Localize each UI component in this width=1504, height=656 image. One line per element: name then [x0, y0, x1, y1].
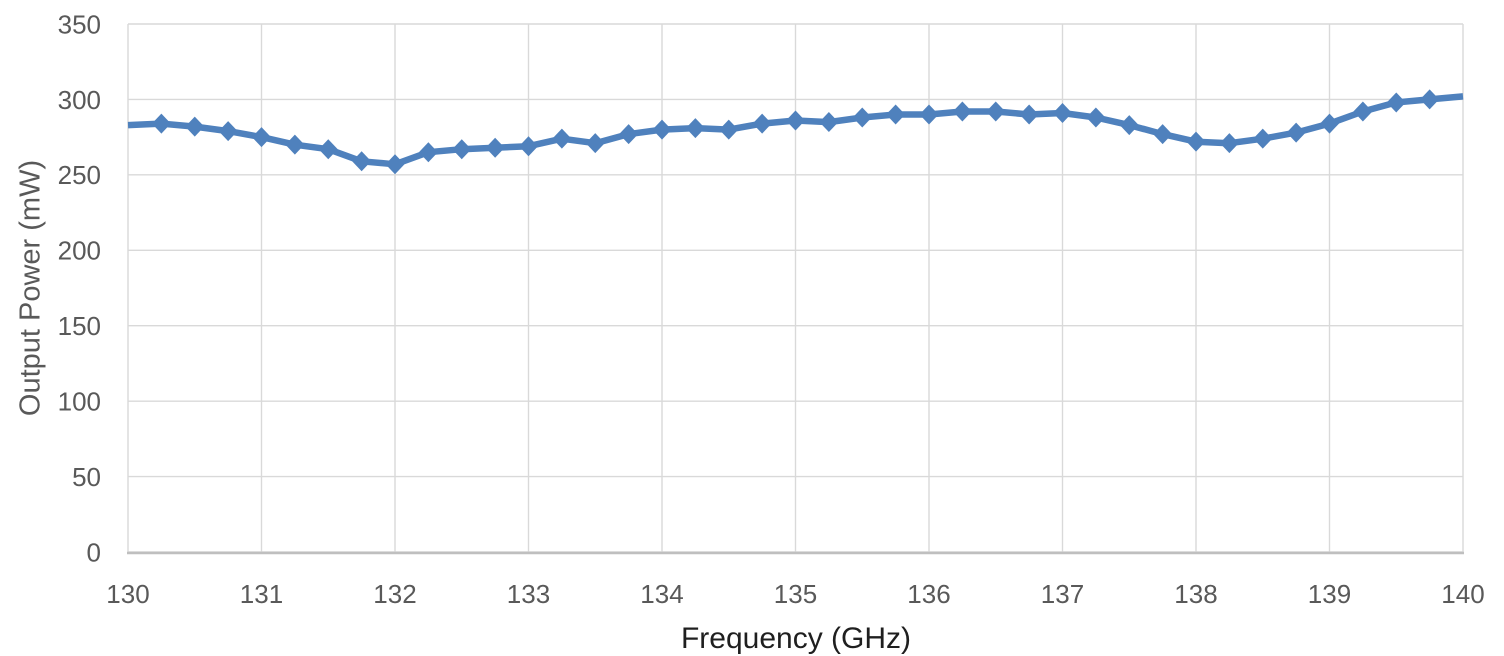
x-tick-label: 140	[1441, 579, 1484, 609]
data-point-marker	[1286, 122, 1306, 143]
data-point-marker	[1253, 128, 1273, 149]
data-point-marker	[485, 137, 505, 158]
data-point-marker	[1053, 103, 1072, 124]
data-point-marker	[519, 136, 538, 157]
x-tick-label: 139	[1308, 579, 1351, 609]
x-tick-label: 130	[106, 579, 149, 609]
data-point-marker	[786, 110, 805, 131]
data-point-marker	[652, 119, 672, 140]
data-point-marker	[385, 154, 405, 175]
data-point-marker	[819, 112, 839, 133]
data-point-marker	[151, 113, 171, 134]
x-tick-label: 138	[1174, 579, 1217, 609]
x-tick-label: 131	[240, 579, 283, 609]
x-tick-label: 136	[907, 579, 950, 609]
x-tick-label: 133	[507, 579, 550, 609]
data-point-marker	[318, 139, 338, 160]
data-point-marker	[252, 127, 271, 148]
y-tick-label: 300	[58, 85, 101, 115]
data-point-marker	[752, 113, 772, 134]
data-point-marker	[585, 133, 605, 154]
data-point-marker	[1153, 124, 1173, 145]
data-point-marker	[1019, 104, 1039, 125]
data-point-marker	[285, 134, 305, 155]
x-tick-label: 134	[640, 579, 683, 609]
y-tick-label: 50	[72, 462, 101, 492]
y-tick-label: 100	[58, 387, 101, 417]
x-tick-label: 135	[774, 579, 817, 609]
data-point-marker	[685, 118, 705, 139]
y-tick-label: 350	[58, 9, 101, 39]
y-tick-label: 0	[87, 537, 101, 567]
data-point-marker	[719, 119, 739, 140]
data-point-marker	[218, 121, 238, 142]
y-axis-title: Output Power (mW)	[14, 159, 47, 417]
data-point-marker	[1386, 92, 1406, 113]
data-point-marker	[986, 101, 1006, 122]
data-point-marker	[352, 151, 372, 172]
data-point-marker	[1219, 133, 1239, 154]
data-point-marker	[886, 104, 906, 125]
data-point-marker	[1353, 101, 1373, 122]
y-tick-label: 150	[58, 311, 101, 341]
data-point-marker	[952, 101, 972, 122]
data-point-marker	[185, 116, 205, 137]
data-point-marker	[418, 142, 438, 163]
y-tick-label: 250	[58, 160, 101, 190]
data-point-marker	[852, 107, 872, 128]
data-point-marker	[1320, 113, 1339, 134]
x-axis-title: Frequency (GHz)	[680, 622, 912, 655]
data-point-marker	[919, 104, 939, 125]
y-tick-label: 200	[58, 236, 101, 266]
data-point-marker	[1086, 107, 1106, 128]
data-point-marker	[1119, 115, 1139, 136]
data-point-marker	[619, 124, 639, 145]
data-point-marker	[552, 128, 572, 149]
data-point-marker	[1420, 89, 1440, 110]
x-tick-label: 137	[1041, 579, 1084, 609]
data-point-marker	[1186, 131, 1206, 152]
x-tick-label: 132	[373, 579, 416, 609]
data-point-marker	[452, 139, 472, 160]
